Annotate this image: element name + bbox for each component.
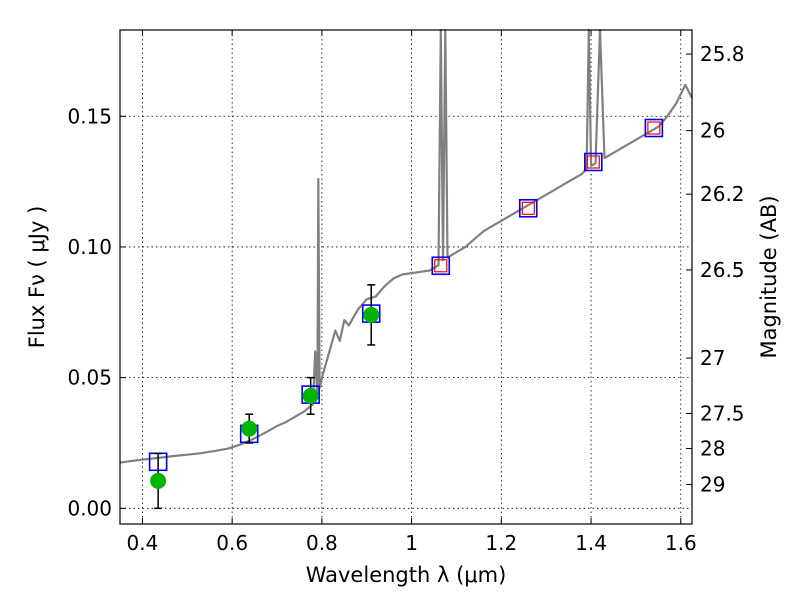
y-tick-label: 0.15 xyxy=(67,104,112,128)
red-square-marker xyxy=(586,155,600,169)
green-point-marker xyxy=(363,306,380,323)
right-tick-label: 27.5 xyxy=(700,401,745,425)
red-square-marker xyxy=(434,259,448,273)
green-point-marker xyxy=(302,387,319,404)
spectrum-line xyxy=(119,28,693,464)
red-square-marker xyxy=(647,121,661,135)
right-tick-label: 26.2 xyxy=(700,182,745,206)
right-tick-label: 29 xyxy=(700,473,725,497)
blue-square-marker xyxy=(518,198,538,218)
x-tick-label: 0.4 xyxy=(127,531,159,555)
series-layer xyxy=(119,28,693,464)
green-point-marker xyxy=(150,472,167,489)
x-tick-label: 0.8 xyxy=(306,531,338,555)
plot-frame xyxy=(119,29,693,525)
x-tick-label: 1.2 xyxy=(485,531,517,555)
axis-ticks: 0.4 0.6 0.8 1 1.2 1.4 1.6 0.00 0.05 0.10 0.15 25.8 2… xyxy=(67,30,745,555)
red-square-marker xyxy=(521,201,535,215)
y-tick-label: 0.05 xyxy=(67,366,112,390)
blue-square-marker xyxy=(431,256,451,276)
right-axis-label: Magnitude (AB) xyxy=(757,195,781,358)
x-tick-label: 1.4 xyxy=(575,531,607,555)
x-tick-label: 1 xyxy=(405,531,418,555)
plot-area xyxy=(120,30,692,524)
x-tick-label: 0.6 xyxy=(216,531,248,555)
green-point-marker xyxy=(241,420,258,437)
y-tick-label: 0.10 xyxy=(67,235,112,259)
markers xyxy=(148,118,664,510)
y-tick-label: 0.00 xyxy=(67,496,112,520)
x-tick-label: 1.6 xyxy=(665,531,697,555)
right-tick-label: 26.5 xyxy=(700,258,745,282)
blue-square-marker xyxy=(644,118,664,138)
right-tick-label: 27 xyxy=(700,346,725,370)
right-tick-label: 26 xyxy=(700,119,725,143)
right-tick-label: 25.8 xyxy=(700,42,745,66)
y-axis-label: Flux Fν ( μJy ) xyxy=(25,206,49,349)
blue-square-marker xyxy=(584,152,603,172)
x-axis-label: Wavelength λ (μm) xyxy=(306,563,507,587)
right-tick-label: 28 xyxy=(700,436,725,460)
